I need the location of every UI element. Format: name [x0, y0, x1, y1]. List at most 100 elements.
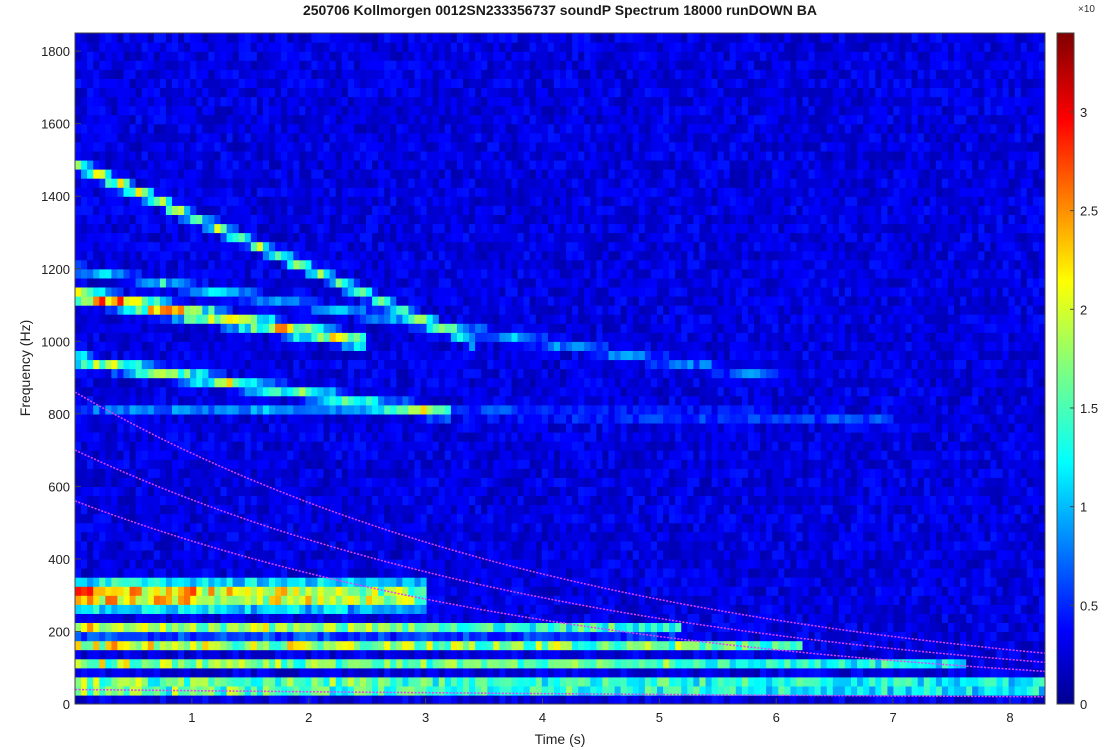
heatmap-cell	[159, 96, 167, 107]
heatmap-cell	[347, 87, 355, 98]
heatmap-cell	[323, 658, 331, 669]
heatmap-cell	[366, 486, 373, 497]
heatmap-cell	[244, 214, 252, 225]
heatmap-cell	[178, 33, 185, 43]
heatmap-cell	[244, 178, 252, 188]
heatmap-cell	[256, 33, 264, 43]
heatmap-cell	[438, 241, 446, 252]
heatmap-cell	[402, 540, 410, 551]
heatmap-cell	[438, 250, 446, 261]
heatmap-cell	[238, 586, 246, 596]
heatmap-cell	[238, 395, 246, 406]
heatmap-cell	[129, 268, 137, 279]
heatmap-cell	[408, 604, 416, 614]
heatmap-cell	[208, 558, 216, 569]
heatmap-cell	[420, 685, 428, 696]
heatmap-cell	[456, 685, 464, 696]
heatmap-cell	[238, 132, 246, 143]
heatmap-cell	[184, 69, 191, 79]
heatmap-cell	[184, 350, 191, 361]
heatmap-cell	[105, 223, 112, 234]
heatmap-cell	[238, 323, 246, 333]
heatmap-cell	[99, 649, 106, 660]
heatmap-cell	[256, 613, 264, 623]
heatmap-cell	[262, 87, 270, 98]
heatmap-cell	[178, 241, 185, 252]
heatmap-cell	[75, 486, 82, 497]
heatmap-cell	[81, 649, 88, 660]
heatmap-cell	[414, 368, 422, 379]
heatmap-cell	[105, 586, 112, 596]
heatmap-cell	[117, 386, 125, 397]
heatmap-cell	[220, 477, 228, 487]
heatmap-cell	[420, 640, 428, 651]
heatmap-cell	[141, 187, 149, 197]
heatmap-cell	[196, 305, 203, 315]
heatmap-cell	[450, 395, 458, 406]
heatmap-cell	[335, 96, 343, 107]
heatmap-cell	[420, 314, 428, 324]
heatmap-cell	[93, 323, 100, 333]
heatmap-cell	[99, 377, 106, 388]
heatmap-cell	[208, 595, 216, 605]
heatmap-cell	[93, 477, 100, 487]
heatmap-cell	[153, 33, 161, 43]
heatmap-cell	[293, 504, 300, 515]
heatmap-cell	[299, 640, 306, 651]
heatmap-cell	[220, 223, 228, 234]
heatmap-cell	[287, 350, 294, 361]
heatmap-cell	[341, 694, 349, 704]
heatmap-cell	[438, 141, 446, 152]
heatmap-cell	[226, 368, 234, 379]
heatmap-cell	[123, 51, 131, 61]
heatmap-cell	[244, 513, 252, 524]
heatmap-cell	[378, 123, 385, 134]
heatmap-cell	[305, 259, 313, 270]
heatmap-cell	[335, 604, 343, 614]
heatmap-cell	[190, 78, 197, 88]
heatmap-cell	[463, 386, 470, 397]
heatmap-cell	[159, 69, 167, 79]
heatmap-cell	[378, 223, 385, 234]
heatmap-cell	[117, 169, 125, 179]
heatmap-cell	[450, 250, 458, 261]
heatmap-cell	[75, 613, 82, 623]
heatmap-cell	[178, 332, 185, 342]
heatmap-cell	[269, 214, 276, 225]
heatmap-cell	[281, 658, 288, 669]
heatmap-cell	[159, 250, 167, 261]
heatmap-cell	[172, 69, 179, 79]
heatmap-cell	[341, 178, 349, 188]
heatmap-cell	[450, 205, 458, 215]
heatmap-cell	[323, 232, 331, 243]
heatmap-cell	[244, 531, 252, 542]
heatmap-cell	[99, 314, 106, 324]
heatmap-cell	[250, 486, 258, 497]
heatmap-cell	[117, 368, 125, 379]
heatmap-cell	[456, 96, 464, 107]
heatmap-cell	[347, 341, 355, 351]
heatmap-cell	[305, 549, 313, 560]
heatmap-cell	[214, 486, 222, 497]
heatmap-cell	[93, 631, 100, 642]
heatmap-cell	[184, 495, 191, 506]
heatmap-cell	[353, 169, 361, 179]
heatmap-cell	[250, 450, 258, 460]
heatmap-cell	[165, 132, 173, 143]
heatmap-cell	[135, 96, 143, 107]
heatmap-cell	[463, 558, 470, 569]
heatmap-cell	[438, 87, 446, 98]
heatmap-cell	[347, 604, 355, 614]
heatmap-cell	[341, 277, 349, 288]
heatmap-cell	[396, 350, 403, 361]
heatmap-cell	[450, 676, 458, 687]
heatmap-cell	[402, 395, 410, 406]
heatmap-cell	[317, 350, 325, 361]
heatmap-cell	[190, 169, 197, 179]
heatmap-cell	[414, 323, 422, 333]
heatmap-cell	[438, 332, 446, 342]
heatmap-cell	[396, 268, 403, 279]
heatmap-cell	[475, 205, 482, 215]
heatmap-cell	[287, 114, 294, 125]
heatmap-cell	[81, 459, 88, 469]
